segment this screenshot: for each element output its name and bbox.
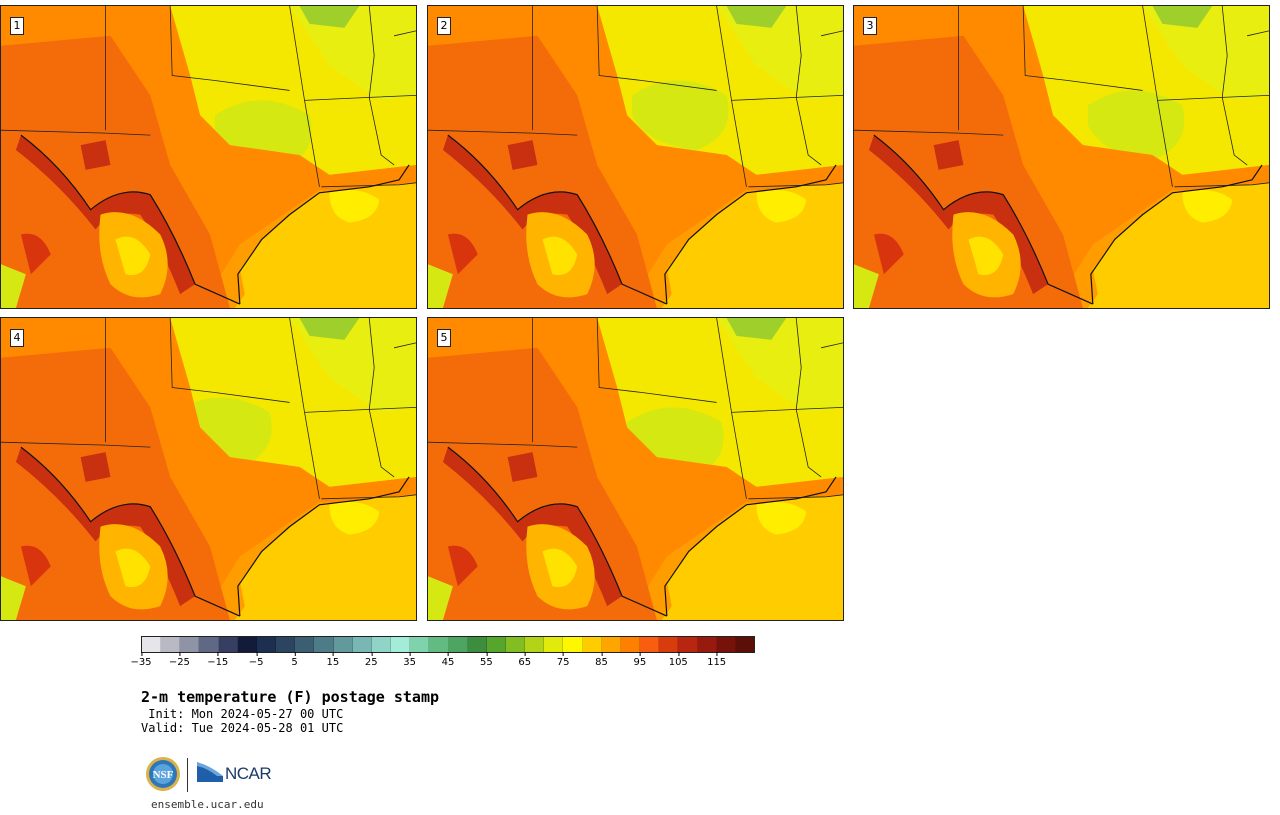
colorbar-tick-label: 35	[403, 652, 416, 668]
ensemble-member-panel-2: 2	[427, 5, 844, 309]
nsf-logo-icon: NSF	[146, 757, 180, 791]
colorbar-segment	[448, 637, 468, 652]
colorbar-segment	[218, 637, 238, 652]
colorbar-tick-label: −5	[249, 652, 264, 668]
colorbar-segment	[276, 637, 296, 652]
colorbar-tick-label: 115	[707, 652, 726, 668]
colorbar-tick-label: −35	[130, 652, 152, 668]
colorbar-segment	[525, 637, 545, 652]
colorbar-segment	[582, 637, 602, 652]
colorbar-segment	[410, 637, 430, 652]
colorbar-segment	[391, 637, 411, 652]
colorbar-segment	[333, 637, 353, 652]
colorbar-segment	[371, 637, 392, 652]
ncar-logo-icon	[197, 762, 223, 782]
colorbar-segment	[544, 637, 564, 652]
colorbar-ticks: −35 −25 −15 −5 5 15 25 35 45 55 65 75 85 95 105 115	[130, 652, 755, 673]
colorbar-tick-label: 85	[595, 652, 608, 668]
site-url: ensemble.ucar.edu	[151, 798, 264, 811]
panel-label: 4	[10, 329, 24, 347]
plot-title: 2-m temperature (F) postage stamp	[141, 688, 440, 706]
colorbar-segment	[467, 637, 487, 652]
colorbar-tick-label: 75	[557, 652, 569, 668]
panel-label: 1	[10, 17, 24, 35]
colorbar-segment	[161, 637, 181, 652]
colorbar-tick-label: 95	[634, 652, 646, 668]
colorbar-segment	[352, 637, 372, 652]
colorbar-tick-label: 25	[365, 652, 378, 668]
colorbar-tick-label: 105	[669, 652, 688, 668]
colorbar-segment	[314, 637, 334, 652]
colorbar-segment	[295, 637, 315, 652]
colorbar-tick-label: 45	[442, 652, 454, 668]
colorbar-tick-label: 15	[327, 652, 339, 668]
colorbar-segment	[486, 637, 506, 652]
colorbar-segment	[620, 637, 641, 652]
temperature-field-svg	[1, 6, 416, 308]
colorbar-tick-label: −15	[207, 652, 228, 668]
colorbar-segment	[256, 637, 277, 652]
ensemble-member-panel-5: 5	[427, 317, 844, 621]
temperature-colorbar	[141, 636, 755, 653]
ensemble-member-panel-3: 3	[853, 5, 1270, 309]
colorbar-segment	[697, 637, 717, 652]
colorbar-segment	[735, 637, 754, 652]
colorbar-segment	[563, 637, 583, 652]
valid-time: Valid: Tue 2024-05-28 01 UTC	[141, 721, 344, 735]
logo-group: NSF NCAR	[145, 756, 275, 794]
temperature-field-svg	[854, 6, 1269, 308]
colorbar-segment	[640, 637, 660, 652]
init-time: Init: Mon 2024-05-27 00 UTC	[141, 707, 344, 721]
colorbar-segment	[180, 637, 200, 652]
temperature-field-svg	[1, 318, 416, 620]
temperature-field-svg	[428, 6, 843, 308]
logo-divider	[187, 758, 188, 792]
colorbar-segment	[659, 637, 679, 652]
panel-label: 5	[437, 329, 451, 347]
colorbar-segment	[601, 637, 621, 652]
colorbar-tick-label: 55	[480, 652, 493, 668]
temperature-field-svg	[428, 318, 843, 620]
nsf-logo-text: NSF	[153, 769, 174, 781]
colorbar-tick-label: 65	[518, 652, 531, 668]
ncar-logo-text: NCAR	[225, 764, 272, 783]
panel-label: 2	[437, 17, 451, 35]
colorbar-segment	[678, 637, 698, 652]
colorbar-segment	[142, 637, 162, 652]
colorbar-tick-label: −25	[169, 652, 190, 668]
colorbar-segment	[237, 637, 257, 652]
ensemble-member-panel-1: 1	[0, 5, 417, 309]
ensemble-member-panel-4: 4	[0, 317, 417, 621]
colorbar-segment	[429, 637, 449, 652]
colorbar-segment	[199, 637, 219, 652]
panel-label: 3	[863, 17, 877, 35]
colorbar-tick-label: 5	[291, 652, 298, 668]
colorbar-segment	[505, 637, 526, 652]
colorbar-segment	[716, 637, 736, 652]
